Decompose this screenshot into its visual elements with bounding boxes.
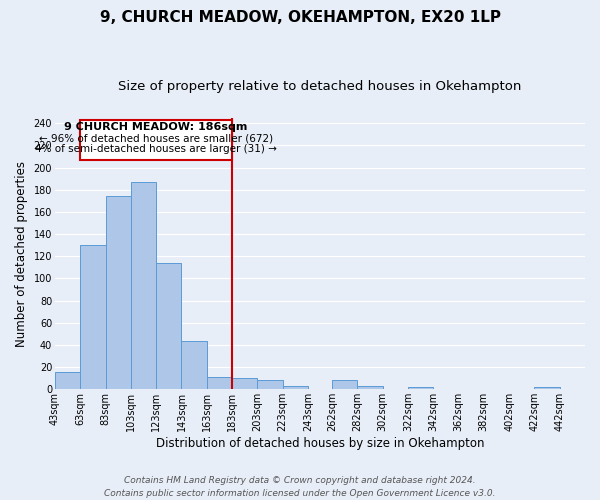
Bar	[257, 380, 283, 390]
Text: 4% of semi-detached houses are larger (31) →: 4% of semi-detached houses are larger (3…	[35, 144, 277, 154]
Bar	[181, 340, 207, 390]
Bar	[156, 263, 181, 390]
Bar	[535, 387, 560, 390]
Bar	[131, 182, 156, 390]
Bar	[408, 387, 433, 390]
Text: 9 CHURCH MEADOW: 186sqm: 9 CHURCH MEADOW: 186sqm	[64, 122, 248, 132]
Y-axis label: Number of detached properties: Number of detached properties	[15, 160, 28, 346]
FancyBboxPatch shape	[80, 120, 232, 160]
Bar	[232, 378, 257, 390]
Bar	[357, 386, 383, 390]
Bar	[106, 196, 131, 390]
Bar	[207, 377, 232, 390]
Title: Size of property relative to detached houses in Okehampton: Size of property relative to detached ho…	[118, 80, 521, 93]
Bar	[332, 380, 357, 390]
Bar	[283, 386, 308, 390]
X-axis label: Distribution of detached houses by size in Okehampton: Distribution of detached houses by size …	[156, 437, 484, 450]
Text: Contains HM Land Registry data © Crown copyright and database right 2024.
Contai: Contains HM Land Registry data © Crown c…	[104, 476, 496, 498]
Text: 9, CHURCH MEADOW, OKEHAMPTON, EX20 1LP: 9, CHURCH MEADOW, OKEHAMPTON, EX20 1LP	[100, 10, 500, 25]
Bar	[80, 245, 106, 390]
Text: ← 96% of detached houses are smaller (672): ← 96% of detached houses are smaller (67…	[39, 134, 273, 143]
Bar	[55, 372, 80, 390]
